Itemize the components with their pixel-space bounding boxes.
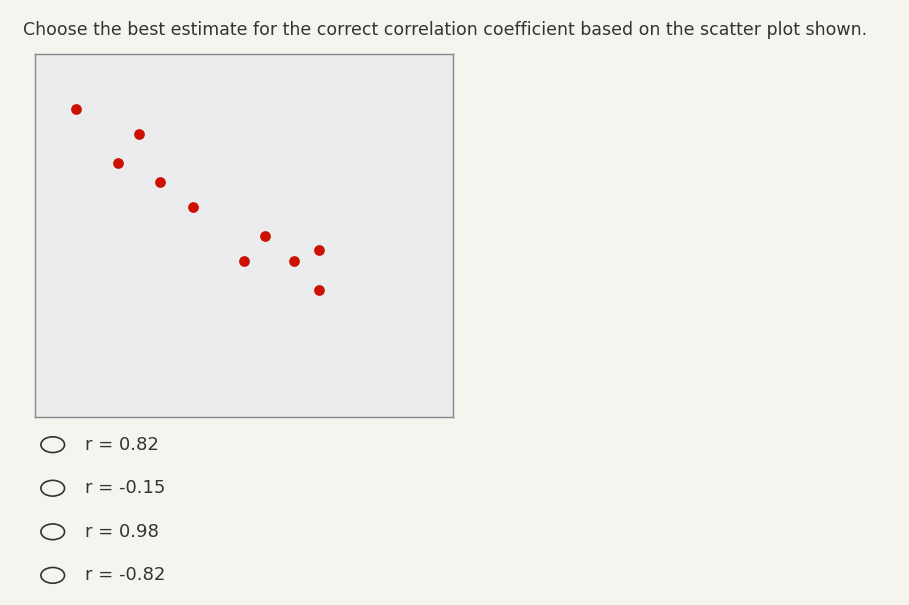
Text: r = 0.82: r = 0.82 bbox=[85, 436, 159, 454]
Point bbox=[286, 257, 301, 266]
Point bbox=[186, 202, 201, 212]
Point bbox=[153, 177, 167, 186]
Point bbox=[312, 246, 326, 255]
Text: r = 0.98: r = 0.98 bbox=[85, 523, 159, 541]
Point bbox=[111, 159, 125, 168]
Text: Choose the best estimate for the correct correlation coefficient based on the sc: Choose the best estimate for the correct… bbox=[23, 21, 867, 39]
Point bbox=[69, 104, 84, 114]
Point bbox=[236, 257, 251, 266]
Text: r = -0.82: r = -0.82 bbox=[85, 566, 165, 584]
Point bbox=[312, 286, 326, 295]
Point bbox=[132, 129, 146, 139]
Text: r = -0.15: r = -0.15 bbox=[85, 479, 165, 497]
Point bbox=[257, 231, 272, 241]
